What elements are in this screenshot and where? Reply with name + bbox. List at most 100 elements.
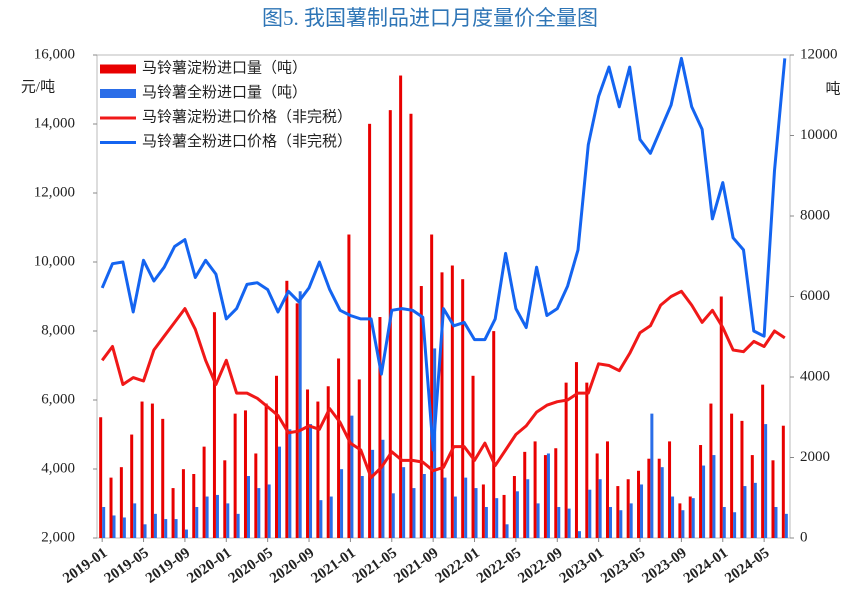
bar xyxy=(453,496,457,538)
bar xyxy=(781,425,785,538)
y-tick-label: 6,000 xyxy=(41,391,75,407)
bar xyxy=(329,496,333,538)
bar xyxy=(712,455,716,538)
bar xyxy=(650,413,654,538)
bar xyxy=(316,401,320,538)
bar xyxy=(184,529,188,538)
bar xyxy=(526,479,530,538)
bar xyxy=(461,279,465,538)
bar xyxy=(722,507,726,538)
bar xyxy=(340,469,344,538)
bar xyxy=(502,494,506,538)
bar xyxy=(306,389,310,538)
bar xyxy=(515,491,519,538)
legend-label: 马铃薯全粉进口量（吨） xyxy=(142,83,307,101)
bar xyxy=(99,417,103,538)
bar xyxy=(422,474,426,538)
x-tick-label: 2021-01 xyxy=(309,545,359,587)
bar xyxy=(257,488,261,538)
bar xyxy=(691,498,695,538)
bar xyxy=(430,234,434,538)
bar xyxy=(205,496,209,538)
bar xyxy=(585,382,589,538)
bar xyxy=(567,508,571,538)
x-tick-label: 2020-05 xyxy=(226,545,276,587)
bar xyxy=(598,479,602,538)
bar xyxy=(378,317,382,538)
bar xyxy=(543,455,547,538)
bar xyxy=(660,467,664,538)
bar xyxy=(298,291,302,538)
bar xyxy=(102,507,106,538)
y2-tick-label: 12000 xyxy=(800,46,838,62)
y-tick-label: 10,000 xyxy=(34,253,75,269)
bar xyxy=(481,484,485,538)
y-tick-label: 2,000 xyxy=(41,529,75,545)
bar xyxy=(264,403,268,538)
bar xyxy=(357,379,361,538)
x-tick-label: 2019-01 xyxy=(60,545,110,587)
bar xyxy=(450,265,454,538)
bar xyxy=(133,503,137,538)
bar xyxy=(657,458,661,538)
x-tick-label: 2023-01 xyxy=(557,545,607,587)
bar xyxy=(626,479,630,538)
bar xyxy=(288,429,292,538)
bar xyxy=(360,476,364,538)
bar xyxy=(171,488,175,538)
x-tick-label: 2019-09 xyxy=(143,545,193,587)
bar xyxy=(688,496,692,538)
bar xyxy=(246,476,250,538)
bar xyxy=(640,484,644,538)
legend-label: 马铃薯淀粉进口量（吨） xyxy=(142,59,307,76)
bar xyxy=(753,482,757,538)
bar xyxy=(119,467,123,538)
bar xyxy=(647,458,651,538)
x-tick-label: 2022-01 xyxy=(433,545,483,587)
y2-tick-label: 2000 xyxy=(800,449,830,465)
bar xyxy=(512,476,516,538)
bar xyxy=(443,477,447,538)
y-tick-label: 16,000 xyxy=(34,46,75,62)
bar xyxy=(440,272,444,538)
x-tick-label: 2020-09 xyxy=(267,545,317,587)
bar xyxy=(574,362,578,538)
bar xyxy=(174,519,178,538)
x-tick-label: 2023-09 xyxy=(640,545,690,587)
y2-tick-label: 10000 xyxy=(800,127,838,143)
line xyxy=(100,289,786,480)
bar xyxy=(143,524,147,538)
bar xyxy=(743,486,747,538)
bar xyxy=(140,401,144,538)
bar xyxy=(536,503,540,538)
bar xyxy=(719,296,723,538)
bar xyxy=(702,465,706,538)
x-tick-label: 2023-05 xyxy=(598,545,648,587)
legend-label: 马铃薯淀粉进口价格（非完税） xyxy=(142,108,352,125)
bar xyxy=(381,439,385,538)
bar xyxy=(681,510,685,538)
bar xyxy=(212,312,216,538)
bar xyxy=(464,477,468,538)
bar xyxy=(595,453,599,538)
bar xyxy=(608,507,612,538)
bar xyxy=(164,519,168,538)
bar xyxy=(637,470,641,538)
bar xyxy=(233,413,237,538)
bar xyxy=(495,498,499,538)
bar xyxy=(295,303,299,538)
bar xyxy=(588,489,592,538)
bar xyxy=(195,507,199,538)
bar xyxy=(557,507,561,538)
bar xyxy=(223,460,227,538)
bar xyxy=(243,410,247,538)
bar xyxy=(402,467,406,538)
bar xyxy=(350,415,354,538)
bar xyxy=(505,524,509,538)
legend-label: 马铃薯全粉进口价格（非完税） xyxy=(142,132,352,150)
bar xyxy=(347,234,351,538)
bar xyxy=(153,513,157,538)
bar xyxy=(709,403,713,538)
y-axis-unit: 元/吨 xyxy=(21,78,55,95)
